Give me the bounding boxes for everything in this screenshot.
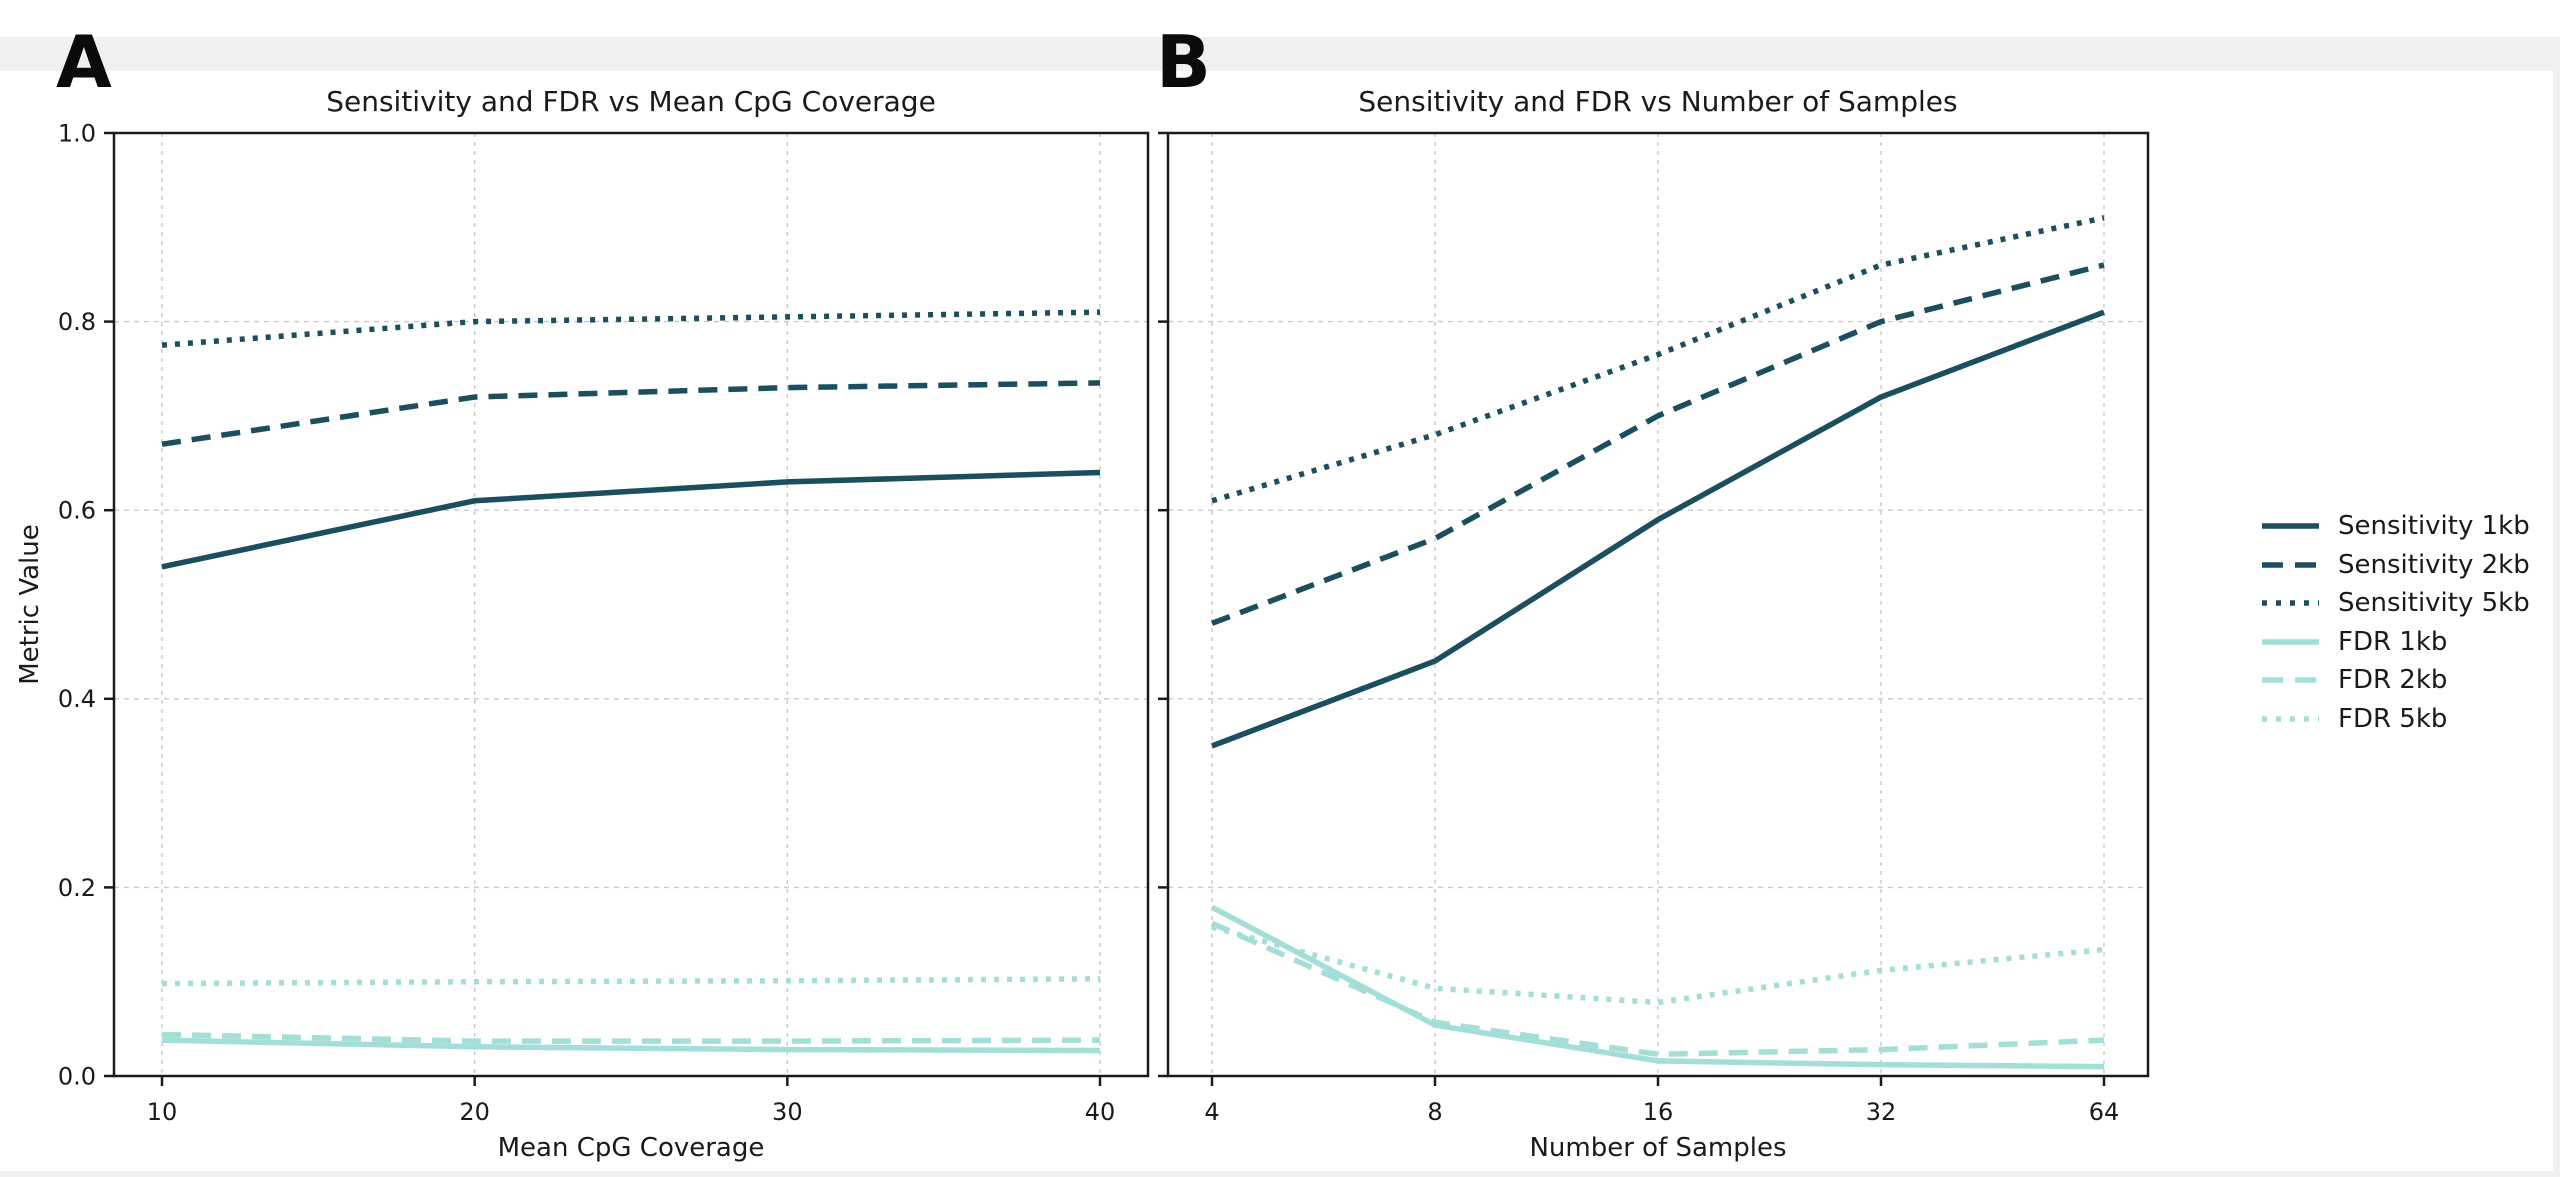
x-axis-label: Number of Samples (1529, 1133, 1786, 1163)
legend-item-label: FDR 5kb (2338, 703, 2448, 734)
chart-title: Sensitivity and FDR vs Number of Samples (1358, 85, 1957, 118)
series-line-sensitivity-1kb (161, 469, 1101, 570)
series-line-sensitivity-5kb (161, 309, 1101, 348)
y-axis-label: Metric Value (15, 524, 45, 685)
series-line-fdr-5kb (161, 976, 1101, 987)
y-tick-label: 1.0 (58, 119, 96, 147)
x-tick-label: 20 (459, 1098, 490, 1126)
y-tick-label: 0.8 (58, 308, 96, 336)
series-line-fdr-5kb (1211, 924, 2105, 1006)
legend-item-label: Sensitivity 2kb (2338, 549, 2530, 580)
top-strip (0, 0, 2560, 37)
legend-item-sensitivity-1kb: Sensitivity 1kb (2262, 507, 2530, 546)
axes-spines (112, 131, 1150, 1078)
series-line-sensitivity-5kb (1211, 215, 2105, 504)
x-tick-label: 64 (2089, 1098, 2120, 1126)
x-tick-label: 16 (1643, 1098, 1674, 1126)
chart-title: Sensitivity and FDR vs Mean CpG Coverage (326, 85, 936, 118)
y-tick-label: 0.0 (58, 1062, 96, 1090)
legend-swatch-dotted-line-icon (2262, 600, 2319, 606)
legend-item-fdr-1kb: FDR 1kb (2262, 623, 2530, 662)
x-tick-label: 10 (147, 1098, 178, 1126)
series-line-fdr-1kb (161, 1037, 1101, 1054)
legend-swatch-solid-line-icon (2262, 523, 2319, 529)
series-line-sensitivity-2kb (161, 380, 1101, 447)
y-tick-label: 0.4 (58, 685, 96, 713)
legend-item-label: Sensitivity 5kb (2338, 588, 2530, 619)
legend: Sensitivity 1kb Sensitivity 2kb Sensitivit… (2262, 507, 2530, 738)
series-line-fdr-2kb (161, 1031, 1101, 1044)
legend-swatch-dashed-line-icon (2262, 562, 2319, 568)
x-tick-label: 40 (1085, 1098, 1116, 1126)
legend-swatch-dotted-line-icon (2262, 716, 2319, 722)
series-line-fdr-2kb (1210, 920, 2105, 1058)
series-line-sensitivity-2kb (1211, 262, 2105, 626)
x-axis-label: Mean CpG Coverage (498, 1133, 765, 1163)
x-tick-label: 4 (1204, 1098, 1219, 1126)
legend-swatch-solid-line-icon (2262, 639, 2319, 645)
x-tick-label: 30 (772, 1098, 803, 1126)
y-tick-label: 0.6 (58, 497, 96, 525)
legend-item-label: Sensitivity 1kb (2338, 511, 2530, 542)
x-tick-label: 8 (1427, 1098, 1442, 1126)
legend-item-sensitivity-5kb: Sensitivity 5kb (2262, 584, 2530, 623)
legend-item-label: FDR 2kb (2338, 665, 2448, 696)
legend-item-label: FDR 1kb (2338, 626, 2448, 657)
y-tick-label: 0.2 (58, 874, 96, 902)
legend-item-fdr-2kb: FDR 2kb (2262, 661, 2530, 700)
series-line-fdr-1kb (1210, 904, 2105, 1070)
x-tick-label: 32 (1866, 1098, 1897, 1126)
panel-a-label: A (56, 20, 112, 104)
legend-item-fdr-5kb: FDR 5kb (2262, 700, 2530, 739)
figure-canvas (0, 71, 2553, 1171)
panel-b-label: B (1156, 20, 1211, 104)
series-line-sensitivity-1kb (1211, 309, 2105, 749)
legend-swatch-dashed-line-icon (2262, 677, 2319, 683)
legend-item-sensitivity-2kb: Sensitivity 2kb (2262, 546, 2530, 585)
